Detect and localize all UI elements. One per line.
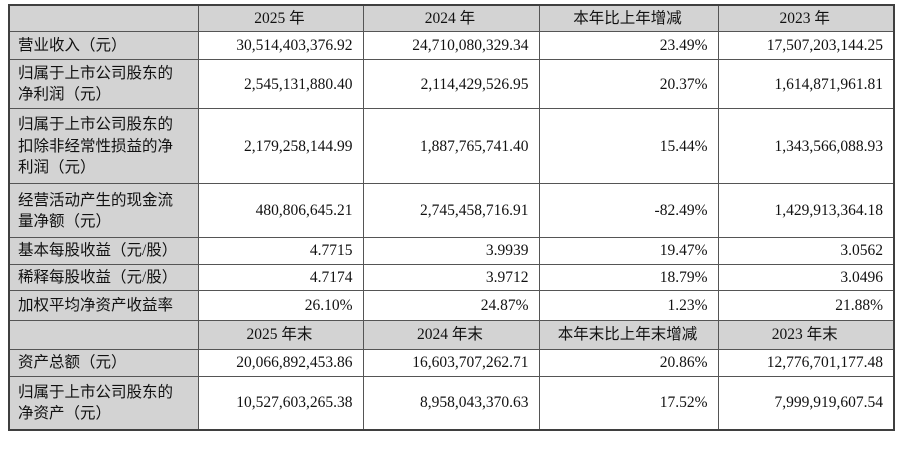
value-change: 1.23%: [538, 290, 719, 322]
value-2025: 30,514,403,376.92: [197, 31, 364, 61]
corner-cell: [8, 4, 199, 33]
financial-summary: 2025 年 2024 年 本年比上年增减 2023 年 营业收入（元） 30,…: [8, 4, 895, 431]
value-2024: 2,114,429,526.95: [362, 59, 540, 110]
table-row: 归属于上市公司股东的净资产（元） 10,527,603,265.38 8,958…: [8, 376, 895, 431]
table-row: 加权平均净资产收益率 26.10% 24.87% 1.23% 21.88%: [8, 290, 895, 322]
row-label: 经营活动产生的现金流量净额（元）: [8, 183, 199, 239]
col-header-2024-end: 2024 年末: [362, 320, 540, 351]
value-2025: 480,806,645.21: [197, 183, 364, 239]
value-2024: 16,603,707,262.71: [362, 349, 540, 378]
value-2023: 1,614,871,961.81: [717, 59, 895, 110]
value-change: 15.44%: [538, 108, 719, 185]
row-label: 稀释每股收益（元/股）: [8, 263, 199, 292]
value-2024: 24.87%: [362, 290, 540, 322]
row-label: 加权平均净资产收益率: [8, 290, 199, 322]
value-2025: 20,066,892,453.86: [197, 349, 364, 378]
col-header-2023-end: 2023 年末: [717, 320, 895, 351]
row-label: 归属于上市公司股东的扣除非经常性损益的净利润（元）: [8, 108, 199, 185]
value-2025: 26.10%: [197, 290, 364, 322]
row-label: 基本每股收益（元/股）: [8, 237, 199, 265]
value-2024: 2,745,458,716.91: [362, 183, 540, 239]
value-2024: 3.9712: [362, 263, 540, 292]
value-change: 20.37%: [538, 59, 719, 110]
financial-summary-table: 2025 年 2024 年 本年比上年增减 2023 年 营业收入（元） 30,…: [8, 4, 895, 431]
value-change: 23.49%: [538, 31, 719, 61]
value-2025: 2,179,258,144.99: [197, 108, 364, 185]
table-header-period-end: 2025 年末 2024 年末 本年末比上年末增减 2023 年末: [8, 320, 895, 351]
value-change: -82.49%: [538, 183, 719, 239]
row-label: 归属于上市公司股东的净利润（元）: [8, 59, 199, 110]
value-2024: 1,887,765,741.40: [362, 108, 540, 185]
value-2023: 12,776,701,177.48: [717, 349, 895, 378]
col-header-2024: 2024 年: [362, 4, 540, 33]
value-2023: 1,343,566,088.93: [717, 108, 895, 185]
value-2024: 24,710,080,329.34: [362, 31, 540, 61]
value-2024: 3.9939: [362, 237, 540, 265]
value-2023: 1,429,913,364.18: [717, 183, 895, 239]
value-change: 19.47%: [538, 237, 719, 265]
value-change: 17.52%: [538, 376, 719, 431]
table-row: 基本每股收益（元/股） 4.7715 3.9939 19.47% 3.0562: [8, 237, 895, 265]
table-row: 归属于上市公司股东的净利润（元） 2,545,131,880.40 2,114,…: [8, 59, 895, 110]
col-header-2025-end: 2025 年末: [197, 320, 364, 351]
value-2025: 2,545,131,880.40: [197, 59, 364, 110]
table-row: 经营活动产生的现金流量净额（元） 480,806,645.21 2,745,45…: [8, 183, 895, 239]
table-row: 稀释每股收益（元/股） 4.7174 3.9712 18.79% 3.0496: [8, 263, 895, 292]
col-header-change-end: 本年末比上年末增减: [538, 320, 719, 351]
col-header-change: 本年比上年增减: [538, 4, 719, 33]
row-label: 营业收入（元）: [8, 31, 199, 61]
col-header-2025: 2025 年: [197, 4, 364, 33]
value-2023: 7,999,919,607.54: [717, 376, 895, 431]
table-row: 资产总额（元） 20,066,892,453.86 16,603,707,262…: [8, 349, 895, 378]
value-2025: 10,527,603,265.38: [197, 376, 364, 431]
value-2023: 17,507,203,144.25: [717, 31, 895, 61]
corner-cell: [8, 320, 199, 351]
value-2023: 3.0496: [717, 263, 895, 292]
value-2023: 3.0562: [717, 237, 895, 265]
row-label: 资产总额（元）: [8, 349, 199, 378]
table-row: 归属于上市公司股东的扣除非经常性损益的净利润（元） 2,179,258,144.…: [8, 108, 895, 185]
value-2025: 4.7174: [197, 263, 364, 292]
table-header-period: 2025 年 2024 年 本年比上年增减 2023 年: [8, 4, 895, 33]
table-row: 营业收入（元） 30,514,403,376.92 24,710,080,329…: [8, 31, 895, 61]
col-header-2023: 2023 年: [717, 4, 895, 33]
value-change: 18.79%: [538, 263, 719, 292]
value-2024: 8,958,043,370.63: [362, 376, 540, 431]
row-label: 归属于上市公司股东的净资产（元）: [8, 376, 199, 431]
value-2023: 21.88%: [717, 290, 895, 322]
value-2025: 4.7715: [197, 237, 364, 265]
value-change: 20.86%: [538, 349, 719, 378]
